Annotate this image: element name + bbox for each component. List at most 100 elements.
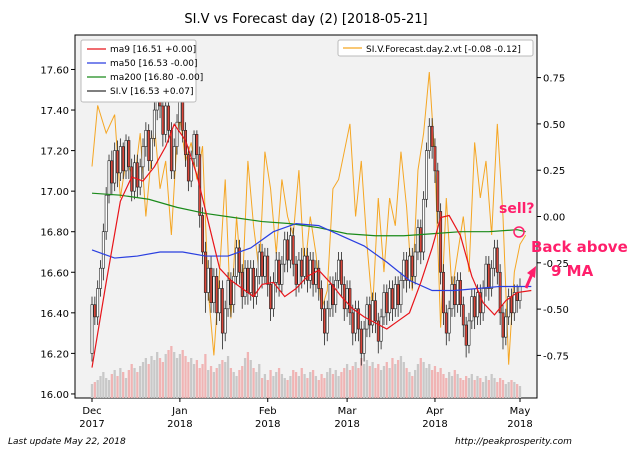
volume-bar bbox=[255, 372, 258, 398]
volume-bar bbox=[139, 366, 142, 398]
left-axis-tick-label: 16.60 bbox=[40, 268, 69, 279]
volume-bar bbox=[439, 368, 442, 398]
candle-down bbox=[376, 320, 380, 342]
candle-down bbox=[294, 263, 298, 285]
volume-bar bbox=[204, 354, 207, 398]
volume-bar bbox=[158, 358, 162, 398]
candle-up bbox=[271, 282, 275, 310]
volume-bar bbox=[334, 370, 337, 398]
volume-bar bbox=[99, 376, 102, 398]
candle-up bbox=[345, 288, 349, 310]
candle-down bbox=[410, 255, 414, 277]
left-axis-tick-label: 17.60 bbox=[40, 65, 69, 76]
left-axis-tick-label: 16.40 bbox=[40, 309, 69, 320]
volume-bar bbox=[445, 378, 448, 398]
candle-up bbox=[118, 146, 122, 174]
volume-bar bbox=[479, 378, 482, 398]
volume-bar bbox=[127, 370, 130, 398]
volume-bar bbox=[516, 384, 519, 398]
candle-down bbox=[478, 292, 482, 314]
volume-bar bbox=[252, 368, 255, 398]
candle-up bbox=[249, 267, 253, 293]
candle-up bbox=[124, 140, 128, 172]
candle-down bbox=[169, 130, 173, 172]
candle-down bbox=[391, 288, 394, 310]
volume-bar bbox=[377, 364, 380, 398]
candle-up bbox=[308, 259, 312, 281]
candle-up bbox=[447, 308, 451, 334]
left-axis-tick-label: 16.00 bbox=[40, 390, 69, 401]
candle-down bbox=[127, 140, 131, 168]
volume-bar bbox=[229, 368, 233, 398]
candle-down bbox=[357, 308, 360, 330]
ma50-line bbox=[91, 222, 532, 292]
volume-bar bbox=[306, 378, 309, 398]
volume-bar bbox=[283, 378, 286, 398]
candle-down bbox=[442, 271, 445, 314]
volume-bar bbox=[323, 378, 326, 398]
candle-down bbox=[351, 312, 355, 334]
candle-down bbox=[339, 259, 343, 285]
candle-up bbox=[328, 284, 332, 310]
candle-up bbox=[257, 251, 261, 277]
annotation-arrow-shaft bbox=[524, 273, 534, 289]
candle-down bbox=[186, 154, 190, 182]
candle-up bbox=[325, 308, 329, 334]
candle-down bbox=[405, 259, 409, 281]
candle-down bbox=[464, 324, 468, 346]
volume-bar bbox=[286, 380, 289, 398]
candle-down bbox=[473, 296, 477, 318]
volume-bar bbox=[119, 368, 122, 398]
volume-bar bbox=[482, 382, 485, 398]
volume-bar bbox=[192, 364, 196, 398]
x-axis-tick-month: Feb bbox=[259, 406, 277, 417]
candle-down bbox=[93, 304, 97, 318]
candle-up bbox=[518, 286, 522, 301]
left-axis-tick-label: 16.80 bbox=[40, 228, 69, 239]
candle-down bbox=[436, 170, 440, 212]
right-axis-tick-label: 0.00 bbox=[543, 213, 565, 224]
volume-bar bbox=[110, 374, 113, 398]
candle-down bbox=[348, 288, 352, 314]
volume-bar bbox=[207, 370, 210, 398]
volume-bar bbox=[272, 376, 275, 398]
candle-down bbox=[419, 227, 423, 253]
candle-down bbox=[487, 263, 491, 289]
annotation-back-above-line2: 9 MA bbox=[551, 262, 594, 280]
volume-bar bbox=[357, 368, 360, 398]
left-axis-tick-label: 17.00 bbox=[40, 187, 69, 198]
candle-up bbox=[450, 284, 454, 310]
volume-bar bbox=[309, 372, 312, 398]
volume-bar bbox=[294, 372, 298, 398]
volume-bar bbox=[246, 352, 250, 398]
volume-bar bbox=[416, 364, 420, 398]
volume-bar bbox=[328, 368, 332, 398]
candle-up bbox=[425, 150, 428, 200]
volume-bar bbox=[462, 380, 465, 398]
volume-bar bbox=[102, 372, 105, 398]
candle-down bbox=[260, 251, 264, 277]
legend-label: ma200 [16.80 -0.00] bbox=[110, 73, 203, 83]
candle-up bbox=[512, 292, 516, 314]
candle-down bbox=[374, 300, 377, 322]
candle-down bbox=[252, 267, 255, 297]
candle-up bbox=[235, 247, 238, 277]
volume-bar bbox=[448, 372, 451, 398]
volume-bar bbox=[314, 376, 318, 398]
x-axis-tick-year: 2017 bbox=[79, 419, 104, 430]
volume-bar bbox=[198, 368, 201, 398]
candle-up bbox=[382, 292, 386, 318]
candle-down bbox=[220, 288, 224, 334]
volume-bar bbox=[107, 380, 111, 398]
volume-bar bbox=[258, 364, 261, 398]
candle-up bbox=[490, 267, 494, 289]
candle-up bbox=[314, 267, 318, 285]
candle-up bbox=[288, 235, 292, 261]
volume-bar bbox=[354, 362, 357, 398]
chart-title: SI.V vs Forecast day (2) [2018-05-21] bbox=[184, 12, 427, 27]
volume-bar bbox=[450, 376, 454, 398]
volume-bar bbox=[340, 372, 343, 398]
volume-bar bbox=[170, 346, 173, 398]
volume-bar bbox=[224, 362, 227, 398]
left-axis-tick-label: 17.40 bbox=[40, 106, 69, 117]
